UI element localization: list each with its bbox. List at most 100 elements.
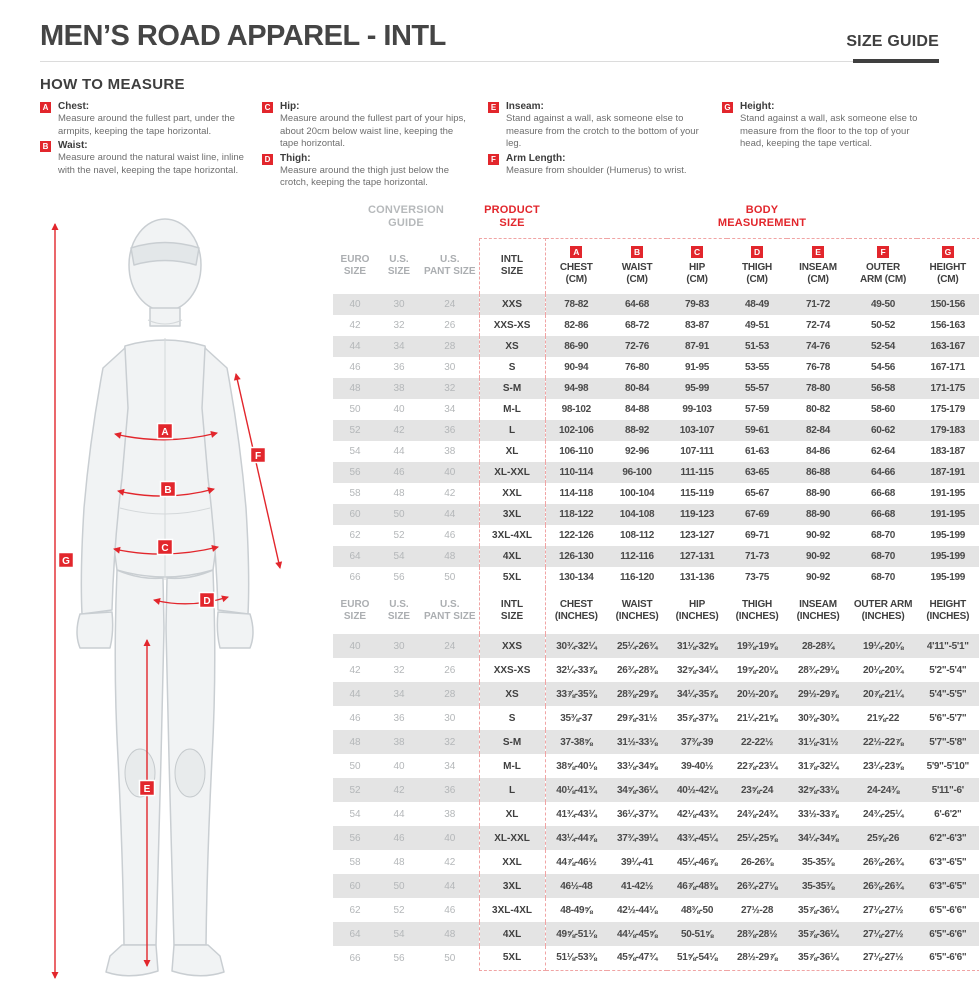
cell: 26¾-27⅛ [727,874,788,898]
cell: 56 [333,462,377,483]
cell: 40 [421,462,480,483]
cell: 22-22½ [727,730,788,754]
intl-size-cell: 5XL [478,946,546,971]
letter-badge-c-icon: C [262,102,273,113]
cell: 56 [333,826,377,850]
cell: 6'5"-6'6" [917,946,979,971]
cell: 58 [349,488,361,499]
intl-size-cell: 4XL [478,546,546,567]
cell: 49⅝-51⅛ [545,922,608,946]
intl-size-cell: XXL [478,483,546,504]
cell: 39-40½ [680,760,714,772]
cell: 36¼-37¾ [616,808,658,820]
table-row: 64 54 48 4XL 49⅝-51⅛ 44⅛-45⅝ 50-51⅝ 28⅜-28½ 35⅞-… [333,922,979,946]
cell: 6'5"-6'6" [917,922,979,946]
cell: 6'3"-6'5" [917,874,979,898]
cell: 51-53 [727,336,788,357]
cell: 64-68 [607,294,668,315]
cell: 66-68 [849,504,918,525]
intl-size-cell: XL-XXL [478,462,546,483]
measurement-header-label: CHEST (INCHES) [554,598,598,623]
cell: 43¾-45¼ [667,826,728,850]
cell: 19⅝-20⅛ [736,664,778,676]
cell: 76-80 [624,362,650,373]
cell: 25⅝-26 [849,826,918,850]
cell: 19⅜-19⅝ [727,634,788,658]
cell: 20⅛-20¾ [862,664,904,676]
cell: 49-51 [744,320,770,331]
measure-description: Measure from shoulder (Humerus) to wrist… [506,164,687,176]
cell: 52 [393,904,405,916]
cell: 32⅝-33⅛ [787,778,850,802]
cell: 24 [421,294,480,315]
cell: 36 [421,420,480,441]
cell: 20⅞-21¼ [849,682,918,706]
cell: 187-191 [917,462,979,483]
svg-text:D: D [203,596,210,607]
measurement-header-0: A CHEST (CM) [545,237,608,294]
intl-size-cell: XXS-XS [478,315,546,336]
cell: 48 [333,730,377,754]
cell: 73-75 [744,572,770,583]
measurement-header-2: HIP (INCHES) [667,588,727,634]
measure-item-body: Hip: Measure around the fullest part of y… [280,101,488,151]
letter-badge-f-icon: F [488,153,499,165]
cell: 46 [377,462,421,483]
measure-item-d: D Thigh: Measure around the thigh just bel… [262,153,488,190]
cell: 104-108 [607,504,668,525]
measure-item-body: Thigh: Measure around the thigh just belo… [280,153,488,190]
measurement-header-6: HEIGHT (INCHES) [917,588,979,634]
arm-length-arrow [233,373,283,569]
cell: 44 [421,504,480,525]
badge-e: E [138,779,156,797]
cell: 179-183 [917,420,979,441]
cell: 156-163 [917,315,979,336]
cell: 22⅞-23¼ [736,760,778,772]
intl-size-cell: 3XL [478,874,546,898]
how-to-measure-heading: HOW TO MEASURE [40,76,185,93]
cell: 30 [377,294,421,315]
cell: 64 [333,922,377,946]
cell: 171-175 [917,378,979,399]
cell: 46 [444,904,456,916]
table-row: 60 50 44 3XL 118-122 104-108 119-123 67-69 88-90… [333,504,979,525]
cell: 50 [444,572,456,583]
measurement-header-label: WAIST (CM) [621,261,653,286]
intl-size-header: INTL SIZE [478,237,546,294]
cell: 46 [349,712,361,724]
cell: 60-62 [849,420,918,441]
cell: 46⅞-48⅜ [667,874,728,898]
letter-badge-c-icon: C [691,245,704,258]
cell: 68-72 [624,320,650,331]
cell: 26 [444,320,456,331]
size-column-header-1: U.S. SIZE [387,253,411,278]
cell: 48⅜-50 [680,904,714,916]
cell: 34 [444,760,456,772]
cell: 31⅛-32⅝ [667,634,728,658]
cell: 195-199 [917,546,979,567]
size-column-header-2: U.S. PANT SIZE [424,598,476,623]
cell: 54 [377,546,421,567]
svg-text:C: C [161,543,168,554]
cell: 114-118 [559,488,594,499]
cell: 29½-29⅞ [787,682,850,706]
cell: 56 [393,572,405,583]
cell: 35-35⅜ [801,856,835,868]
cell: 119-123 [667,504,728,525]
cell: 46 [377,826,421,850]
cell: 52 [333,778,377,802]
cell: 191-195 [917,504,979,525]
conversion-guide-label: CONVERSION GUIDE [368,204,444,229]
intl-size-cell: XXS-XS [478,658,546,682]
letter-badge-e-icon: E [488,102,499,113]
measure-description: Measure around the thigh just below the … [280,164,449,189]
measurement-header-label: OUTER ARM (CM) [859,261,907,286]
measurement-header-label: CHEST (CM) [559,261,593,286]
table-row: 54 44 38 XL 106-110 92-96 107-111 61-63 84-86 62-… [333,441,979,462]
cell: 150-156 [917,294,979,315]
cell: 50 [377,874,421,898]
cell: 79-83 [667,294,728,315]
cell: 64-66 [849,462,918,483]
cell: 84-86 [805,446,831,457]
letter-badge-a-icon: A [40,102,51,113]
